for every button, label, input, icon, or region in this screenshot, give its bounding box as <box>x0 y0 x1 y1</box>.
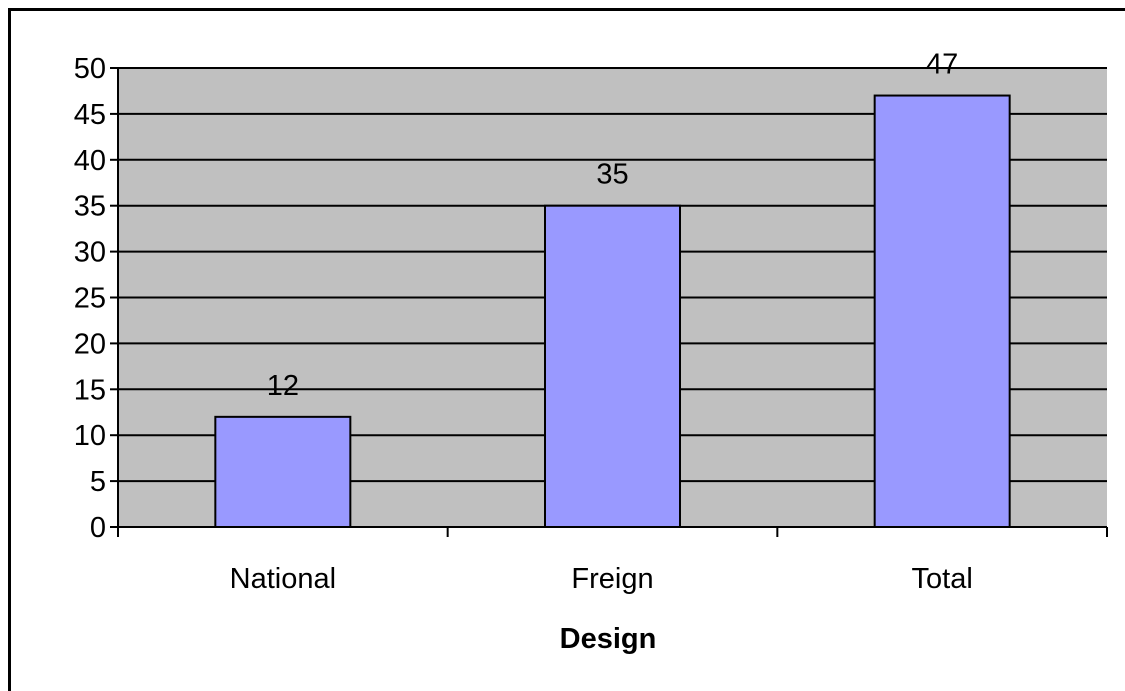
y-tick-label: 35 <box>74 191 106 223</box>
y-tick-label: 15 <box>74 374 106 406</box>
data-labels: 12 35 47 <box>267 49 959 402</box>
y-tick-label: 20 <box>74 328 106 360</box>
y-tick-label: 50 <box>74 53 106 85</box>
data-label: 12 <box>267 370 299 402</box>
x-axis: National Freign Total <box>117 526 1108 595</box>
y-tick-label: 30 <box>74 237 106 269</box>
y-tick-label: 0 <box>90 512 106 544</box>
y-tick-label: 25 <box>74 283 106 315</box>
bar-total <box>873 94 1011 528</box>
bar-freign <box>544 204 681 528</box>
bar-national <box>214 415 352 528</box>
x-category-label: National <box>230 563 336 595</box>
y-axis: 0 5 10 15 20 25 30 35 40 45 50 <box>74 53 119 544</box>
y-tick-label: 5 <box>90 466 106 498</box>
y-tick-label: 10 <box>74 420 106 452</box>
bars <box>214 94 1011 528</box>
x-category-label: Freign <box>571 563 653 595</box>
data-label: 35 <box>596 159 628 191</box>
y-tick-label: 40 <box>74 145 106 177</box>
data-label: 47 <box>926 49 958 81</box>
x-axis-title: Design <box>560 623 657 655</box>
chart-frame <box>8 8 1125 691</box>
y-tick-label: 45 <box>74 99 106 131</box>
x-category-label: Total <box>912 563 973 595</box>
